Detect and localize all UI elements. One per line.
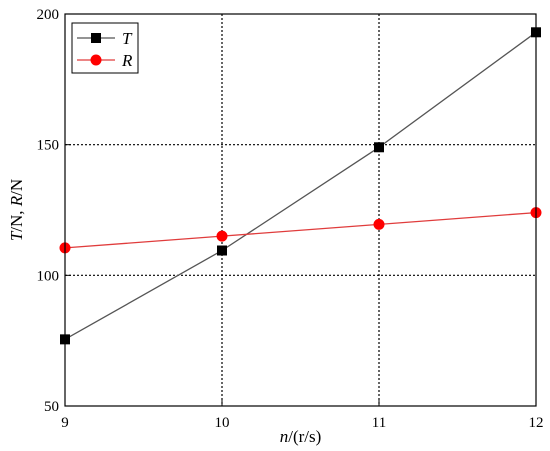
y-tick-label: 50 [44, 399, 59, 415]
axis-ticks [64, 13, 537, 407]
tick-labels: 9 10 11 12 50 100 150 200 [37, 7, 544, 431]
legend-box [71, 22, 139, 74]
x-axis-title-variable: n [280, 427, 289, 446]
plot-frame [64, 13, 537, 407]
series-line-T [64, 31, 537, 340]
y-tick-label: 150 [37, 138, 60, 154]
y-axis-title-variable-2: R [7, 195, 26, 207]
y-tick-label: 100 [37, 268, 60, 284]
x-axis-title: n/(r/s) [280, 427, 322, 446]
legend-marker-R [90, 54, 102, 66]
x-tick-label: 10 [215, 415, 230, 431]
legend-marker-T [91, 33, 101, 43]
grid-lines [65, 14, 536, 406]
y-axis-title: T/N, R/N [7, 179, 26, 241]
point-T [217, 245, 227, 256]
point-T [374, 142, 384, 153]
y-axis-title-variable-1: T [7, 230, 26, 241]
legend-label-R: R [121, 51, 133, 70]
series-lines [64, 31, 537, 340]
y-axis-title-unit-1: /N, [7, 206, 26, 232]
point-R [216, 230, 228, 242]
y-axis-title-unit-2: /N [7, 179, 26, 196]
legend: TR [71, 22, 139, 74]
x-tick-label: 9 [61, 415, 69, 431]
point-R [373, 218, 385, 230]
y-tick-label: 200 [37, 7, 60, 23]
x-axis-title-unit: /(r/s) [288, 427, 321, 446]
x-tick-label: 12 [529, 415, 544, 431]
legend-label-T: T [122, 29, 133, 48]
x-tick-label: 11 [372, 415, 386, 431]
series-markers [59, 27, 542, 345]
series-line-R [64, 211, 537, 249]
